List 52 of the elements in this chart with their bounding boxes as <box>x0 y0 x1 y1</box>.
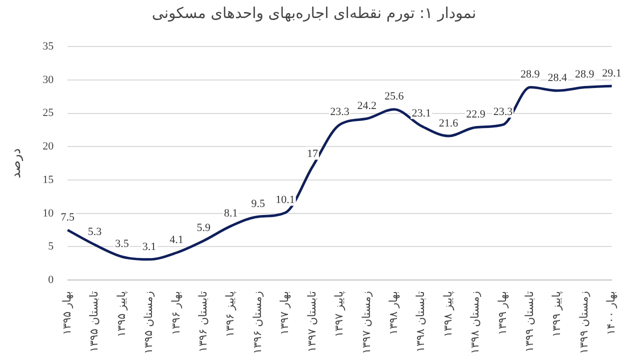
x-tick-label: بهار ۱۳۹۵ <box>60 291 74 336</box>
x-tick-label: بهار ۱۳۹۸ <box>386 291 400 336</box>
x-tick-label: پاییز ۱۳۹۹ <box>550 291 564 338</box>
y-tick-label: 15 <box>42 174 54 186</box>
x-tick-label: پاییز ۱۳۹۶ <box>224 291 237 338</box>
x-tick-label: زمستان ۱۳۹۸ <box>468 291 482 354</box>
x-tick-label: زمستان ۱۳۹۷ <box>360 291 373 354</box>
x-tick-label: پاییز ۱۳۹۸ <box>441 291 454 338</box>
data-label: 28.9 <box>574 68 595 81</box>
data-label: 5.3 <box>88 226 102 238</box>
y-tick-label: 0 <box>48 274 54 286</box>
data-label: 3.5 <box>115 238 130 250</box>
x-tick-label: زمستان ۱۳۹۶ <box>250 291 264 354</box>
y-tick-label: 25 <box>42 107 54 120</box>
x-tick-label: تابستان ۱۳۹۶ <box>196 291 210 352</box>
data-label: 23.3 <box>330 106 350 118</box>
data-label: 22.9 <box>466 108 486 121</box>
y-tick-label: 35 <box>42 40 54 52</box>
x-tick-label: تابستان ۱۳۹۵ <box>88 291 101 352</box>
x-tick-label: بهار ۱۳۹۹ <box>496 291 509 336</box>
data-label: 5.9 <box>196 222 212 234</box>
x-tick-label: تابستان ۱۳۹۸ <box>414 291 428 352</box>
y-tick-label: 30 <box>42 74 54 86</box>
x-tick-label: بهار ۱۳۹۶ <box>169 291 182 336</box>
x-tick-label: تابستان ۱۳۹۹ <box>523 291 536 352</box>
x-tick-label: پاییز ۱۳۹۵ <box>114 291 128 338</box>
data-label: 8.1 <box>224 207 238 220</box>
x-tick-label: زمستان ۱۳۹۹ <box>577 291 590 354</box>
data-label: 23.1 <box>412 107 431 120</box>
data-label: 28.4 <box>548 72 568 84</box>
y-axis-title: درصد <box>9 148 24 178</box>
x-tick-label: تابستان ۱۳۹۷ <box>305 291 318 352</box>
x-tick-label: پاییز ۱۳۹۷ <box>332 291 346 338</box>
chart-title: نمودار ۱: تورم نقطه‌ای اجاره‌بهای واحدهای مسکونی <box>150 3 478 24</box>
data-label: 23.3 <box>493 106 514 118</box>
data-label: 17 <box>306 148 318 160</box>
data-label: 28.9 <box>520 68 540 81</box>
data-label: 3.1 <box>142 240 156 253</box>
x-tick-label: بهار ۱۳۹۷ <box>278 291 292 336</box>
data-label: 10.1 <box>276 194 295 206</box>
y-tick-label: 10 <box>42 207 54 220</box>
y-tick-label: 5 <box>48 240 54 253</box>
data-label: 7.5 <box>60 211 75 224</box>
data-label: 25.6 <box>384 90 404 103</box>
y-tick-label: 20 <box>42 140 54 153</box>
data-label: 9.5 <box>251 198 266 210</box>
x-tick-label: بهار ۱۴۰۰ <box>604 291 618 336</box>
data-label: 24.2 <box>357 100 377 112</box>
data-label: 4.1 <box>170 234 184 246</box>
data-label: 21.6 <box>438 117 459 130</box>
data-label: 29.1 <box>602 67 622 80</box>
x-tick-label: زمستان ۱۳۹۵ <box>142 291 156 354</box>
